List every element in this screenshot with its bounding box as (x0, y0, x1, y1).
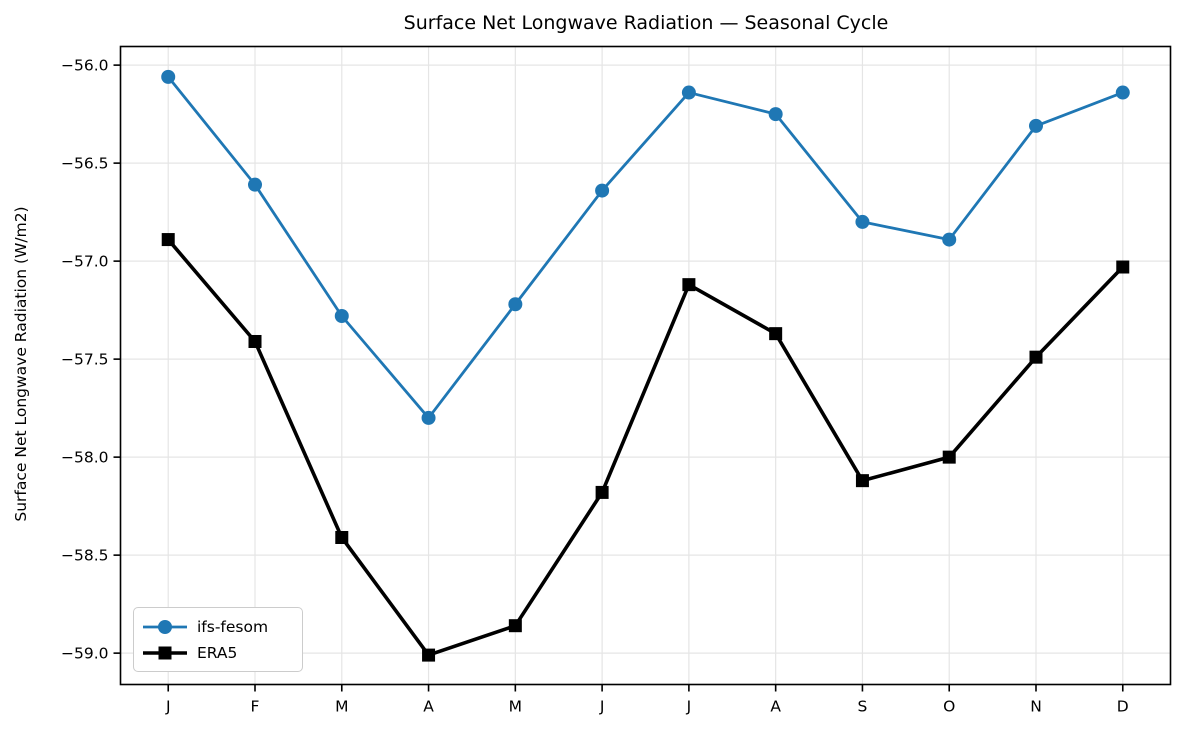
x-tick-label: F (251, 698, 260, 716)
x-tick-label: O (943, 698, 955, 716)
data-point-ERA5 (682, 278, 696, 292)
data-point-ERA5 (248, 334, 262, 348)
x-tick-label: J (686, 698, 692, 716)
series-line-ERA5 (166, 238, 1125, 657)
data-point-ERA5 (508, 619, 522, 633)
data-point-ifs-fesom (681, 85, 696, 100)
legend-item-ifs-fesom: ifs-fesom (142, 615, 292, 639)
data-point-ERA5 (942, 450, 956, 464)
x-tick-label: S (858, 698, 868, 716)
data-point-ERA5 (595, 485, 609, 499)
data-point-ERA5 (422, 648, 436, 662)
y-tick-label: −57.5 (61, 351, 109, 369)
x-tick-label: M (335, 698, 348, 716)
y-tick-label: −56.0 (61, 57, 109, 75)
data-point-ERA5 (1116, 260, 1130, 274)
data-point-ERA5 (769, 327, 783, 341)
y-tick-label: −58.0 (61, 449, 109, 467)
data-point-ifs-fesom (421, 410, 436, 425)
y-tick-label: −58.5 (61, 547, 109, 565)
x-tick-label: A (423, 698, 434, 716)
data-point-ifs-fesom (1115, 85, 1130, 100)
x-tick-label: J (165, 698, 171, 716)
legend-line-circle-icon (143, 620, 187, 634)
data-point-ifs-fesom (942, 232, 957, 247)
y-tick-label: −59.0 (61, 645, 109, 663)
data-point-ifs-fesom (595, 183, 610, 198)
data-point-ifs-fesom (161, 69, 176, 84)
data-point-ifs-fesom (1028, 118, 1043, 133)
data-point-ifs-fesom (248, 177, 263, 192)
legend-label: ERA5 (197, 644, 238, 662)
data-point-ifs-fesom (334, 309, 349, 324)
x-tick-label: M (509, 698, 522, 716)
y-tick-label: −56.5 (61, 155, 109, 173)
legend: ifs-fesom ERA5 (133, 607, 303, 672)
x-tick-label: J (599, 698, 605, 716)
legend-label: ifs-fesom (197, 618, 269, 636)
chart-title: Surface Net Longwave Radiation — Seasona… (403, 12, 889, 34)
y-axis-label: Surface Net Longwave Radiation (W/m2) (12, 206, 30, 522)
data-point-ERA5 (1029, 350, 1043, 364)
data-point-ifs-fesom (768, 107, 783, 122)
legend-line-square-icon (143, 646, 187, 660)
legend-item-era5: ERA5 (142, 641, 292, 665)
x-tick-label: D (1117, 698, 1129, 716)
plot-border (119, 45, 1172, 686)
x-tick-label: N (1030, 698, 1042, 716)
series-line-ifs-fesom (167, 76, 1124, 420)
data-point-ERA5 (161, 233, 175, 247)
data-point-ERA5 (855, 474, 869, 488)
x-tick-label: A (770, 698, 781, 716)
data-point-ifs-fesom (508, 297, 523, 312)
data-point-ifs-fesom (855, 214, 870, 229)
y-tick-label: −57.0 (61, 253, 109, 271)
data-point-ERA5 (335, 530, 349, 544)
